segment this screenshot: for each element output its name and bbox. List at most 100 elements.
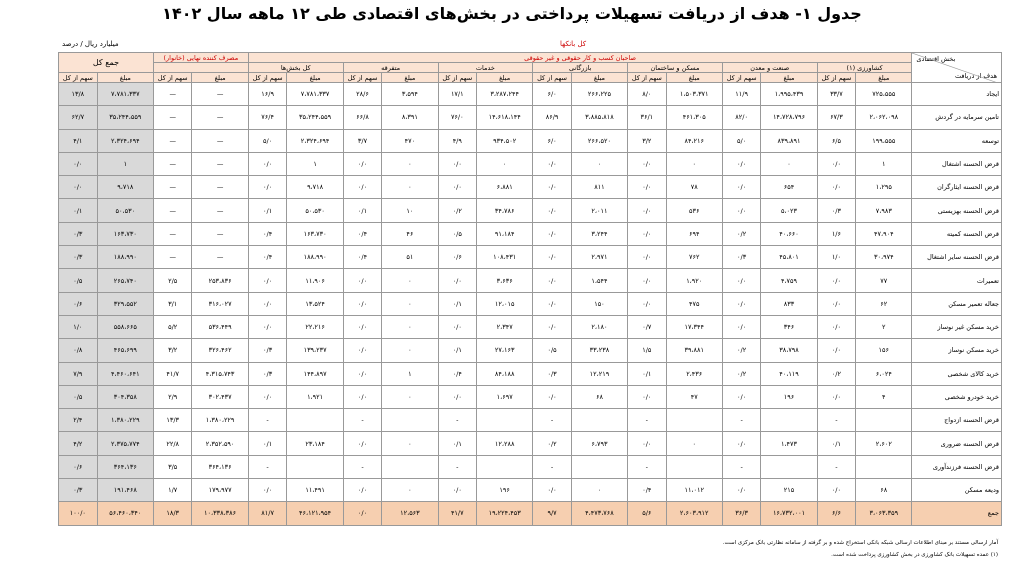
cell: ۷،۷۸۱،۳۳۷ [286,81,344,107]
cell: ۲۷،۱۶۳ [476,338,534,363]
cell: ۰/۲ [437,198,478,223]
cell: - [342,408,383,433]
cell: ۲۸/۶ [342,81,383,107]
cell: ۱،۵۴۴ [570,268,629,293]
data-row: جعاله تعمیر مسکن ۶۲ ۰/۰ ۸۳۳ ۰/۰ ۴۷۵ ۰/۰ ۱۵۰ ۰/۰ ۱… [58,291,1002,316]
cell: ۶،۷۹۳ [570,431,629,456]
data-row: ایجاد ۷۲۵،۵۵۵ ۳۳/۷ ۱،۹۹۵،۴۳۹ ۱۱/۹ ۱،۵۰۳،۳۷۱ ۸/… [58,81,1002,107]
cell [286,408,344,433]
cell: ۰/۰ [721,268,762,293]
cell: ۰/۰ [816,268,857,293]
cell: ۰/۰ [627,291,667,316]
cell: — [152,221,193,247]
cell: ۰ [381,431,439,456]
cell: ۳۵،۲۴۴،۵۵۹ [286,105,344,130]
cell: ۰/۵ [532,338,572,363]
cell: ۱۰ [381,198,439,223]
row-label: توسعه [911,128,1002,153]
cell: — [152,245,193,270]
cell: ۰/۰ [247,175,288,200]
cell: ۱۶۳،۷۳۰ [286,221,344,247]
cell: ۳۹،۸۸۱ [665,338,723,363]
cell: ۳۵،۲۴۴،۵۵۹ [96,105,154,130]
row-label: قرض الحسنه ایثارگران [911,175,1002,200]
cell: — [191,105,249,130]
cell: ۱۹۹،۵۵۵ [855,128,913,153]
cell: ۱۷،۳۴۴ [665,314,723,340]
cell: ۷۶۲ [665,245,723,270]
cell: ۴۷،۹۰۴ [855,221,913,247]
cell: ۳۴۶ [760,314,818,340]
cell: ۲۲،۲۱۶ [286,314,344,340]
cell: ۳/۵ [152,454,193,480]
cell: — [152,105,193,130]
cell: ۱۲،۵۶۳ [381,501,439,526]
cell: ۱۰۸،۴۳۱ [476,245,534,270]
cell: ۰/۳ [247,338,288,363]
cell [665,408,723,433]
row-label: قرض الحسنه ضروری [911,431,1002,456]
header-row: کشاورزی (۱) صنعت و معدن مسکن و ساختمان بازر… [59,62,1002,73]
row-label: جعاله تعمیر مسکن [911,291,1002,316]
cell: ۲۲/۸ [152,431,193,456]
cell: ۰/۳ [532,361,572,386]
cell: — [152,151,193,177]
cell: ۴۷۰ [381,128,439,153]
cell: ۴،۳۱۵،۷۴۳ [191,361,249,386]
cell [381,408,439,433]
cell: ۰/۰ [532,151,572,177]
cell: — [191,151,249,177]
share-header: سهم از کل [721,72,762,83]
row-label: قرض الحسنه سایر اشتغال [911,245,1002,270]
cell: ۳/۲ [152,338,193,363]
cell: ۴/۹ [437,128,478,153]
cell: ۸۲/۰ [721,105,762,130]
cell [286,454,344,480]
cell: ۰/۰ [816,384,857,410]
cell: ۱،۵۰۳،۳۷۱ [665,81,723,107]
cell: ۰/۰ [437,384,478,410]
cell: — [152,198,193,223]
sector-header: صنعت و معدن [721,62,818,73]
cell [476,408,534,433]
sector-header: مسکن و ساختمان [627,62,723,73]
corner-bottom: هدف از دریافت [955,72,997,80]
cell: ۰/۳ [58,478,98,503]
cell: ۰/۰ [58,151,98,177]
cell: ۴۷ [665,384,723,410]
cell: ۱۹۱،۴۶۸ [96,478,154,503]
cell: ۶۲ [855,291,913,316]
cell: ۱۶،۷۳۲،۰۰۱ [760,501,818,526]
cell: ۰/۲ [816,361,857,386]
cell: ۱۰،۳۳۸،۳۸۶ [191,501,249,526]
cell: ۵۶،۴۶۰،۳۴۰ [96,501,154,526]
row-label: قرض الحسنه فرزندآوری [911,454,1002,480]
cell: ۲۱۵ [760,478,818,503]
cell: ۳۳،۲۳۸ [570,338,629,363]
cell: — [191,81,249,107]
cell: ۱۵۶ [855,338,913,363]
cell: ۰/۰ [342,268,383,293]
cell: ۷/۹ [58,361,98,386]
title: جدول ۱- هدف از دریافت تسهیلات پرداختی در… [162,4,862,23]
cell: ۰/۰ [342,338,383,363]
cell: ۰/۳ [816,198,857,223]
business-header: صاحبان کسب و کار حقوقی و غیر حقوقی [247,52,913,63]
cell: ۰/۴ [437,361,478,386]
cell: — [152,175,193,200]
cell: ۹/۷ [532,501,572,526]
sector-header: کل بخش‌ها [247,62,344,73]
row-label: تعمیرات [911,268,1002,293]
cell: ۱/۷ [152,478,193,503]
cell: ۰/۰ [816,175,857,200]
cell: ۴،۷۵۹ [760,268,818,293]
cell: ۲،۳۷۵،۷۷۴ [96,431,154,456]
cell: ۱،۹۲۰ [665,268,723,293]
cell: ۷،۹۸۳ [855,198,913,223]
share-header: سهم از کل [816,72,857,83]
cell: ۰/۰ [532,221,572,247]
data-row: قرض الحسنه ایثارگران ۱،۲۹۵ ۰/۰ ۶۵۴ ۰/۰ ۷۸ ۰/۰ ۸… [58,175,1002,200]
row-label: جمع [911,501,1002,526]
cell: ۴۱/۷ [437,501,478,526]
cell: — [191,245,249,270]
